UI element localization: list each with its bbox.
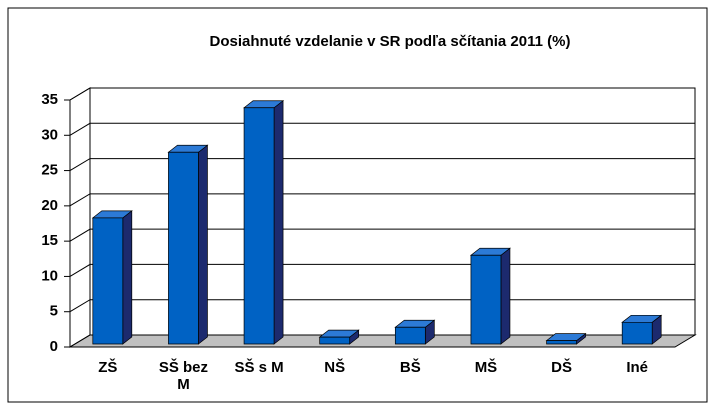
y-tick-label: 20: [41, 197, 58, 214]
x-tick-label: BŠ: [399, 359, 421, 376]
bar: [167, 144, 209, 345]
x-tick-label: NŠ: [324, 359, 346, 376]
y-tick-label: 15: [41, 232, 58, 249]
x-tick-label: SŠ bez M: [158, 359, 209, 393]
bar-side: [122, 210, 133, 345]
bar-front: [470, 254, 502, 345]
grid-line: [69, 122, 695, 136]
y-tick-label: 25: [41, 162, 58, 179]
bar: [621, 314, 663, 345]
bar: [91, 210, 133, 345]
bar: [545, 332, 587, 345]
bar-front: [621, 321, 653, 345]
x-tick-label: MŠ: [474, 359, 498, 376]
bar-front: [319, 336, 351, 345]
bar-front: [92, 217, 124, 345]
y-tick-label: 30: [41, 126, 58, 143]
grid-line: [69, 87, 695, 101]
bar-side: [500, 247, 511, 345]
bar: [394, 319, 436, 345]
x-tick-label: SŠ s M: [234, 359, 284, 376]
bar: [243, 100, 285, 345]
bar-side: [198, 144, 208, 345]
x-tick-label: ZŠ: [98, 359, 118, 376]
bar-front: [243, 107, 275, 345]
grid-line: [69, 193, 695, 207]
bar-side: [273, 100, 284, 345]
y-tick-label: 35: [41, 91, 58, 108]
y-tick-label: 0: [50, 338, 58, 355]
floor: [68, 334, 697, 348]
bar-front: [394, 326, 426, 345]
side-wall: [69, 87, 91, 348]
y-tick-label: 5: [50, 303, 58, 320]
bar: [318, 329, 360, 345]
y-tick-label: 10: [41, 267, 58, 284]
bar-front: [168, 151, 199, 345]
grid-line: [69, 228, 695, 242]
x-tick-label: Iné: [626, 359, 649, 376]
x-tick-label: DŠ: [551, 359, 572, 376]
bar-front: [546, 340, 577, 345]
bar: [469, 247, 511, 345]
chart-title: Dosiahnuté vzdelanie v SR podľa sčítania…: [210, 33, 571, 50]
grid-line: [69, 158, 695, 172]
